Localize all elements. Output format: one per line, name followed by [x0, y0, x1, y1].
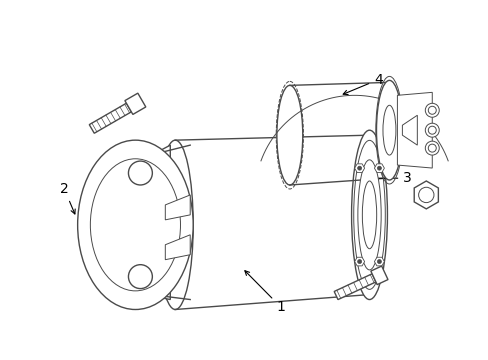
Polygon shape — [374, 164, 384, 172]
Ellipse shape — [425, 141, 438, 155]
Text: 3: 3 — [372, 171, 411, 185]
Text: 4: 4 — [343, 73, 382, 95]
Polygon shape — [354, 257, 364, 266]
Circle shape — [357, 166, 361, 170]
Circle shape — [128, 265, 152, 289]
Ellipse shape — [362, 181, 376, 249]
Polygon shape — [413, 181, 437, 209]
Polygon shape — [397, 92, 431, 168]
Ellipse shape — [427, 144, 435, 152]
Circle shape — [418, 187, 433, 203]
Text: 1: 1 — [244, 271, 285, 314]
Circle shape — [377, 166, 381, 170]
Polygon shape — [374, 257, 384, 266]
Ellipse shape — [351, 130, 386, 300]
Text: 2: 2 — [60, 182, 75, 214]
Polygon shape — [89, 103, 131, 133]
Ellipse shape — [382, 105, 395, 155]
Circle shape — [377, 260, 381, 264]
Ellipse shape — [427, 106, 435, 114]
Polygon shape — [370, 266, 387, 285]
Ellipse shape — [425, 103, 438, 117]
Circle shape — [357, 260, 361, 264]
Polygon shape — [165, 235, 190, 260]
Polygon shape — [165, 195, 190, 220]
Polygon shape — [354, 164, 364, 172]
Ellipse shape — [376, 80, 402, 180]
Ellipse shape — [276, 85, 302, 185]
Ellipse shape — [157, 140, 193, 310]
Polygon shape — [333, 274, 375, 300]
Ellipse shape — [425, 123, 438, 137]
Ellipse shape — [357, 160, 380, 270]
Ellipse shape — [276, 81, 303, 189]
Polygon shape — [124, 93, 145, 114]
Ellipse shape — [90, 159, 180, 291]
Ellipse shape — [427, 126, 435, 134]
Polygon shape — [155, 145, 170, 300]
Circle shape — [128, 161, 152, 185]
Ellipse shape — [78, 140, 193, 310]
